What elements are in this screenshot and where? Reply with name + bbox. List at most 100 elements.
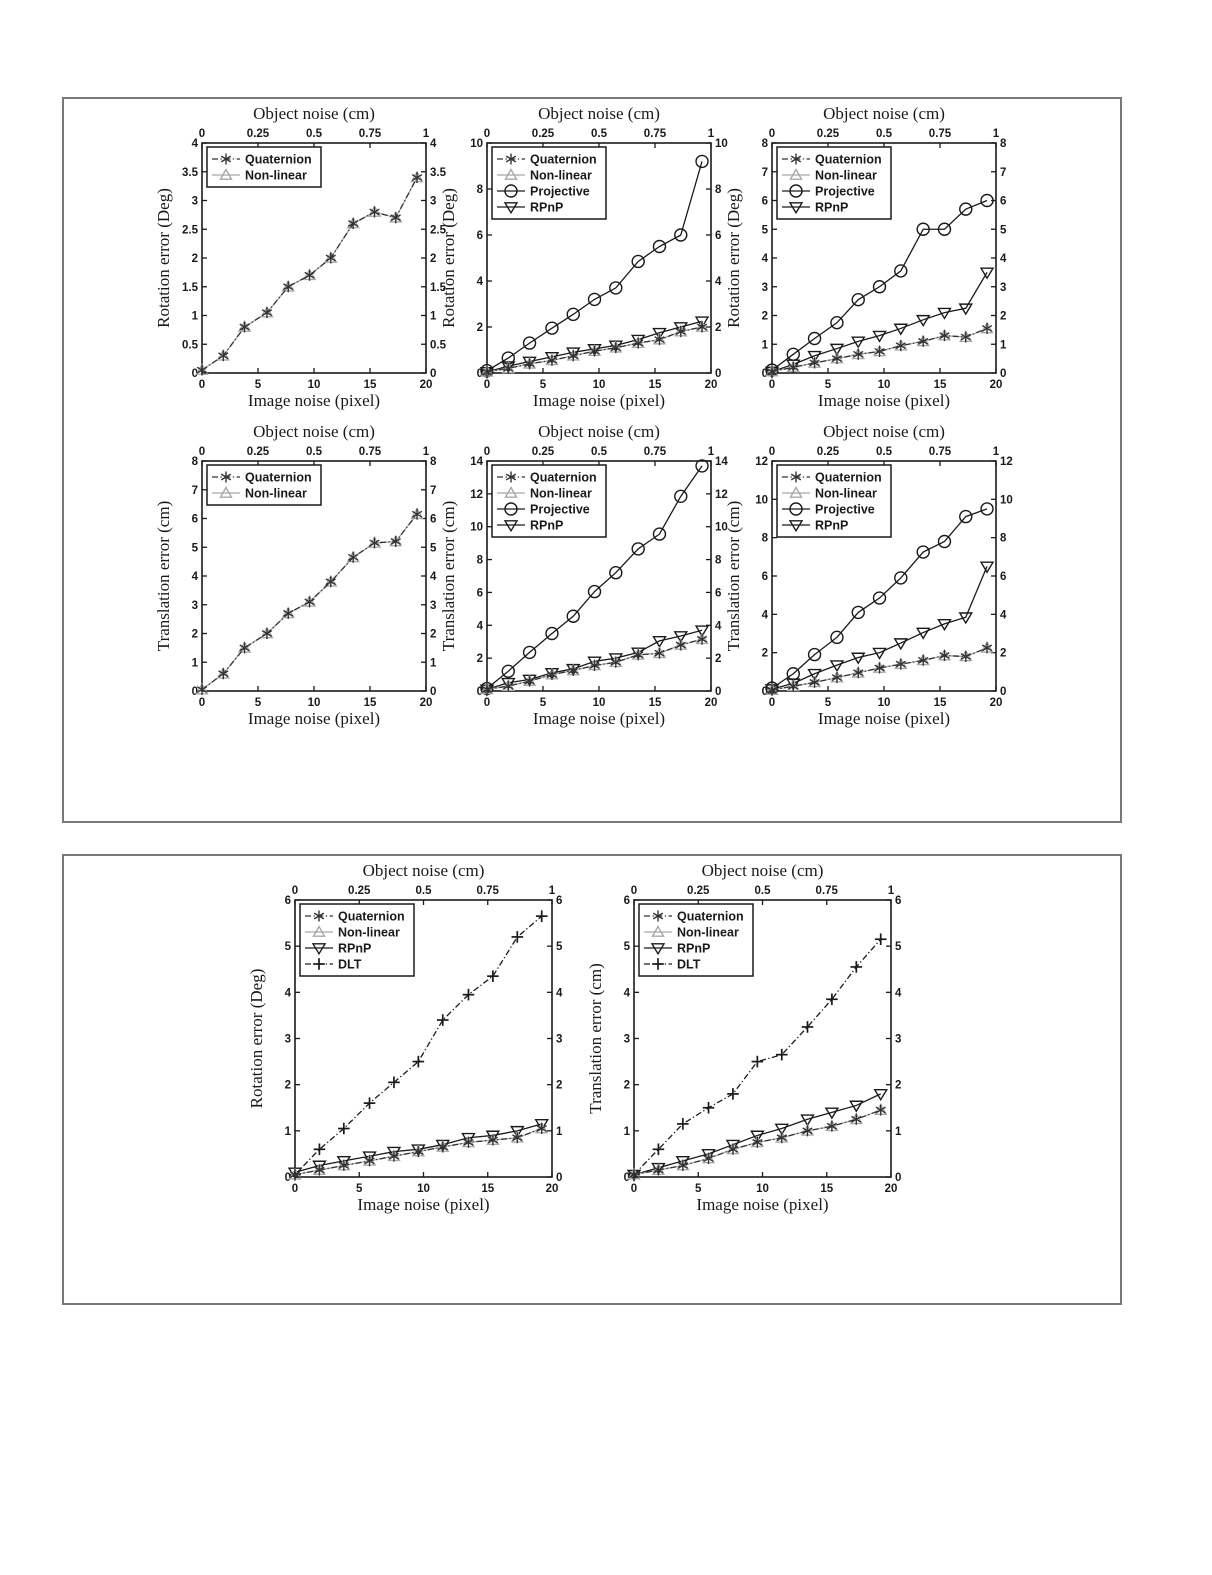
legend: Quaternion Non-linear bbox=[206, 464, 322, 506]
svg-text:6: 6 bbox=[1000, 196, 1006, 208]
svg-text:6: 6 bbox=[556, 895, 562, 907]
svg-text:6: 6 bbox=[192, 514, 198, 526]
svg-text:0.5: 0.5 bbox=[306, 128, 323, 140]
svg-text:3: 3 bbox=[192, 600, 198, 612]
svg-text:10: 10 bbox=[308, 379, 321, 391]
svg-text:3: 3 bbox=[1000, 282, 1006, 294]
legend: Quaternion Non-linear Projective RPnP bbox=[491, 146, 607, 220]
legend-label: Quaternion bbox=[338, 910, 405, 924]
svg-text:15: 15 bbox=[364, 379, 377, 391]
y-axis-label: Translation error (cm) bbox=[439, 501, 458, 651]
svg-text:0: 0 bbox=[292, 1183, 298, 1195]
legend-label: RPnP bbox=[338, 942, 371, 956]
svg-text:10: 10 bbox=[417, 1183, 430, 1195]
svg-text:6: 6 bbox=[895, 895, 901, 907]
svg-text:3.5: 3.5 bbox=[182, 167, 199, 179]
svg-text:0: 0 bbox=[192, 686, 198, 698]
legend-label: Non-linear bbox=[530, 169, 592, 183]
svg-text:14: 14 bbox=[715, 456, 728, 468]
svg-text:0.25: 0.25 bbox=[817, 128, 840, 140]
svg-text:3: 3 bbox=[624, 1034, 630, 1046]
svg-text:1.5: 1.5 bbox=[182, 282, 199, 294]
svg-text:10: 10 bbox=[593, 697, 606, 709]
axes: 0 5 10 15 200 0.25 0.5 0.75 10 01 12 23 34 45 56 67 78 8 bbox=[762, 128, 1007, 391]
svg-text:0: 0 bbox=[199, 379, 205, 391]
svg-text:2: 2 bbox=[285, 1080, 291, 1092]
svg-text:20: 20 bbox=[420, 379, 433, 391]
svg-text:5: 5 bbox=[540, 697, 547, 709]
x-axis-label: Image noise (pixel) bbox=[357, 1195, 489, 1214]
y-axis-label: Rotation error (Deg) bbox=[724, 188, 743, 328]
svg-text:2: 2 bbox=[715, 322, 721, 334]
svg-text:0.25: 0.25 bbox=[247, 446, 270, 458]
svg-text:10: 10 bbox=[715, 138, 728, 150]
svg-text:0: 0 bbox=[430, 368, 436, 380]
svg-text:14: 14 bbox=[470, 456, 483, 468]
svg-text:0.75: 0.75 bbox=[929, 128, 952, 140]
figure-panel-bottom: 0 5 10 15 20 0 0.25 0.5 0.75 1 0 0 1 1 2 2 3 3 4 4 5 5 6 6 Objec… bbox=[62, 854, 1122, 1305]
svg-text:8: 8 bbox=[430, 456, 437, 468]
svg-text:1: 1 bbox=[708, 128, 715, 140]
svg-text:1: 1 bbox=[549, 885, 556, 897]
legend-label: Projective bbox=[530, 185, 590, 199]
y-axis-label: Translation error (cm) bbox=[724, 501, 743, 651]
svg-text:4: 4 bbox=[477, 620, 484, 632]
svg-text:0.75: 0.75 bbox=[359, 446, 382, 458]
svg-text:0: 0 bbox=[762, 368, 768, 380]
legend: Quaternion Non-linear RPnP DLT bbox=[638, 903, 754, 977]
legend: Quaternion Non-linear bbox=[206, 146, 322, 188]
svg-text:1: 1 bbox=[430, 311, 437, 323]
svg-text:20: 20 bbox=[990, 379, 1003, 391]
svg-text:2: 2 bbox=[477, 322, 483, 334]
svg-text:12: 12 bbox=[470, 489, 483, 501]
svg-text:4: 4 bbox=[762, 253, 769, 265]
svg-text:1: 1 bbox=[430, 657, 437, 669]
legend-label: RPnP bbox=[677, 942, 710, 956]
svg-text:6: 6 bbox=[285, 895, 291, 907]
svg-text:1: 1 bbox=[993, 446, 1000, 458]
svg-text:0.75: 0.75 bbox=[644, 446, 667, 458]
top-axis-label: Object noise (cm) bbox=[538, 104, 660, 123]
svg-text:6: 6 bbox=[624, 895, 630, 907]
legend-label: Quaternion bbox=[530, 153, 597, 167]
svg-text:0.75: 0.75 bbox=[929, 446, 952, 458]
svg-text:1: 1 bbox=[762, 339, 769, 351]
svg-text:8: 8 bbox=[1000, 138, 1007, 150]
svg-text:0.5: 0.5 bbox=[182, 339, 199, 351]
svg-text:5: 5 bbox=[356, 1183, 363, 1195]
x-axis-label: Image noise (pixel) bbox=[533, 709, 665, 728]
series-dlt bbox=[628, 933, 887, 1181]
svg-text:8: 8 bbox=[715, 184, 722, 196]
svg-text:3: 3 bbox=[192, 196, 198, 208]
svg-text:0.25: 0.25 bbox=[532, 446, 555, 458]
x-axis-label: Image noise (pixel) bbox=[818, 391, 950, 410]
svg-text:0: 0 bbox=[484, 697, 490, 709]
svg-text:5: 5 bbox=[825, 697, 832, 709]
svg-text:4: 4 bbox=[430, 571, 437, 583]
svg-text:8: 8 bbox=[192, 456, 199, 468]
svg-text:0: 0 bbox=[484, 128, 490, 140]
svg-text:5: 5 bbox=[895, 941, 902, 953]
svg-text:15: 15 bbox=[934, 379, 947, 391]
svg-text:0.5: 0.5 bbox=[755, 885, 772, 897]
legend-label: Non-linear bbox=[815, 169, 877, 183]
svg-text:3: 3 bbox=[430, 196, 436, 208]
svg-text:1: 1 bbox=[895, 1126, 902, 1138]
legend-label: Projective bbox=[530, 503, 590, 517]
chart-grid-bottom: 0 5 10 15 20 0 0.25 0.5 0.75 1 0 0 1 1 2 2 3 3 4 4 5 5 6 6 Objec… bbox=[247, 858, 1120, 1219]
svg-text:3: 3 bbox=[895, 1034, 901, 1046]
series-rpnp bbox=[626, 1088, 888, 1182]
svg-text:10: 10 bbox=[878, 697, 891, 709]
svg-text:4: 4 bbox=[624, 987, 631, 999]
svg-text:0.5: 0.5 bbox=[591, 446, 608, 458]
svg-text:0.25: 0.25 bbox=[687, 885, 710, 897]
svg-text:8: 8 bbox=[477, 555, 484, 567]
svg-text:2: 2 bbox=[715, 653, 721, 665]
legend: Quaternion Non-linear Projective RPnP bbox=[491, 464, 607, 538]
series-quaternion bbox=[289, 1123, 547, 1181]
svg-text:0: 0 bbox=[430, 686, 436, 698]
svg-text:2: 2 bbox=[192, 629, 198, 641]
svg-text:15: 15 bbox=[934, 697, 947, 709]
